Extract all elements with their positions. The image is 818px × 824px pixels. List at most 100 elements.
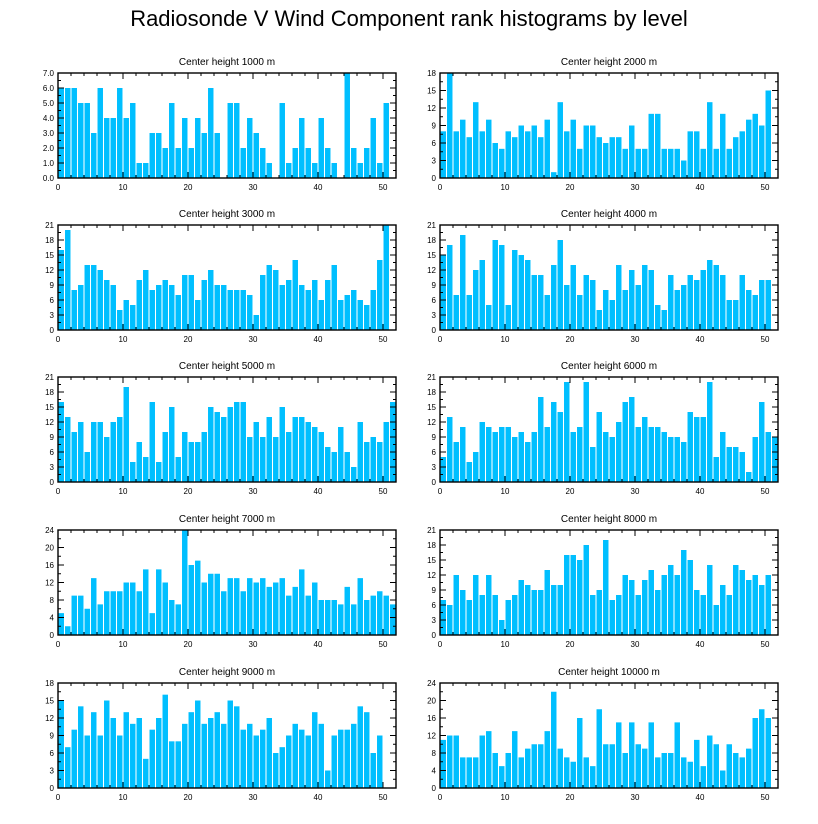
histogram-bar	[91, 578, 97, 636]
histogram-bar	[58, 402, 64, 482]
y-tick-label: 6	[432, 448, 437, 457]
histogram-bar	[635, 427, 641, 482]
x-tick-label: 10	[501, 487, 510, 496]
histogram-bar	[84, 452, 90, 482]
x-tick-label: 50	[379, 487, 388, 496]
histogram-bar	[71, 432, 77, 482]
histogram-bar	[234, 706, 240, 788]
histogram-bar	[616, 595, 622, 635]
histogram-bar	[525, 585, 531, 635]
x-tick-label: 0	[438, 335, 443, 344]
histogram-panel: Center height 9000 m 0 10 20 30 40 50 0 3 6 9 12 15 1…	[45, 667, 397, 802]
histogram-bar	[577, 295, 583, 330]
histogram-bar	[104, 437, 110, 482]
histogram-bar	[629, 125, 635, 178]
histogram-bar	[143, 457, 149, 482]
histogram-bar	[466, 295, 472, 330]
histogram-bar	[551, 691, 557, 788]
histogram-bar	[518, 757, 524, 789]
x-tick-label: 30	[631, 640, 640, 649]
histogram-bar	[765, 280, 771, 330]
histogram-bar	[694, 739, 700, 789]
histogram-bar	[351, 148, 357, 178]
histogram-bar	[466, 137, 472, 178]
histogram-bar	[312, 582, 318, 635]
histogram-bar	[84, 265, 90, 330]
x-tick-label: 0	[438, 793, 443, 802]
histogram-bar	[681, 160, 687, 178]
histogram-bar	[596, 590, 602, 635]
histogram-bar	[596, 412, 602, 482]
histogram-bar	[473, 452, 479, 482]
x-tick-label: 0	[56, 793, 61, 802]
histogram-bar	[687, 412, 693, 482]
histogram-bar	[648, 570, 654, 635]
histogram-bar	[635, 744, 641, 788]
histogram-bar	[460, 757, 466, 789]
histogram-bar	[253, 315, 259, 330]
histogram-bar	[305, 290, 311, 330]
histogram-bar	[110, 718, 116, 788]
histogram-bar	[447, 417, 453, 482]
histogram-bar	[479, 735, 485, 788]
y-tick-label: 3	[432, 157, 437, 166]
histogram-bar	[492, 240, 498, 330]
histogram-bar	[195, 700, 201, 788]
histogram-bar	[544, 427, 550, 482]
histogram-bar	[512, 437, 518, 482]
histogram-bar	[312, 280, 318, 330]
histogram-bar	[58, 250, 64, 330]
histogram-bar	[78, 422, 84, 482]
histogram-bar	[694, 280, 700, 330]
histogram-bar	[720, 113, 726, 178]
x-tick-label: 50	[379, 183, 388, 192]
y-tick-label: 3	[50, 463, 55, 472]
histogram-bar	[499, 427, 505, 482]
histogram-bar	[577, 560, 583, 635]
histogram-bar	[564, 555, 570, 635]
histogram-bar	[104, 700, 110, 788]
x-tick-label: 0	[438, 640, 443, 649]
histogram-bar	[551, 585, 557, 635]
histogram-bar	[338, 729, 344, 788]
histogram-bar	[208, 573, 214, 635]
histogram-bar	[668, 275, 674, 330]
y-tick-label: 18	[427, 69, 436, 78]
histogram-bar	[312, 427, 318, 482]
histogram-bar	[188, 565, 194, 635]
histogram-bar	[377, 591, 383, 635]
histogram-bar	[603, 744, 609, 788]
histogram-bar	[544, 295, 550, 330]
x-tick-label: 40	[314, 793, 323, 802]
histogram-bar	[466, 757, 472, 789]
histogram-bar	[590, 280, 596, 330]
histogram-bar	[577, 427, 583, 482]
histogram-bar	[65, 626, 71, 635]
x-tick-label: 20	[566, 487, 575, 496]
histogram-bar	[195, 560, 201, 636]
histogram-bar	[551, 265, 557, 330]
histogram-bar	[590, 447, 596, 482]
x-tick-label: 30	[631, 335, 640, 344]
histogram-bar	[214, 412, 220, 482]
x-tick-label: 30	[249, 335, 258, 344]
x-tick-label: 30	[249, 183, 258, 192]
histogram-bar	[91, 133, 97, 178]
histogram-bar	[305, 148, 311, 178]
histogram-bar	[538, 590, 544, 635]
histogram-bar	[338, 300, 344, 330]
histogram-bar	[71, 595, 77, 636]
histogram-bar	[655, 427, 661, 482]
panel-title: Center height 2000 m	[561, 57, 657, 68]
histogram-bar	[668, 753, 674, 788]
histogram-bar	[344, 729, 350, 788]
histogram-bar	[130, 582, 136, 635]
x-tick-label: 50	[379, 335, 388, 344]
histogram-bar	[208, 407, 214, 482]
histogram-bar	[564, 285, 570, 330]
histogram-bar	[182, 432, 188, 482]
histogram-bar	[583, 545, 589, 635]
y-tick-label: 18	[427, 236, 436, 245]
histogram-bar	[713, 265, 719, 330]
y-tick-label: 4.0	[43, 114, 55, 123]
